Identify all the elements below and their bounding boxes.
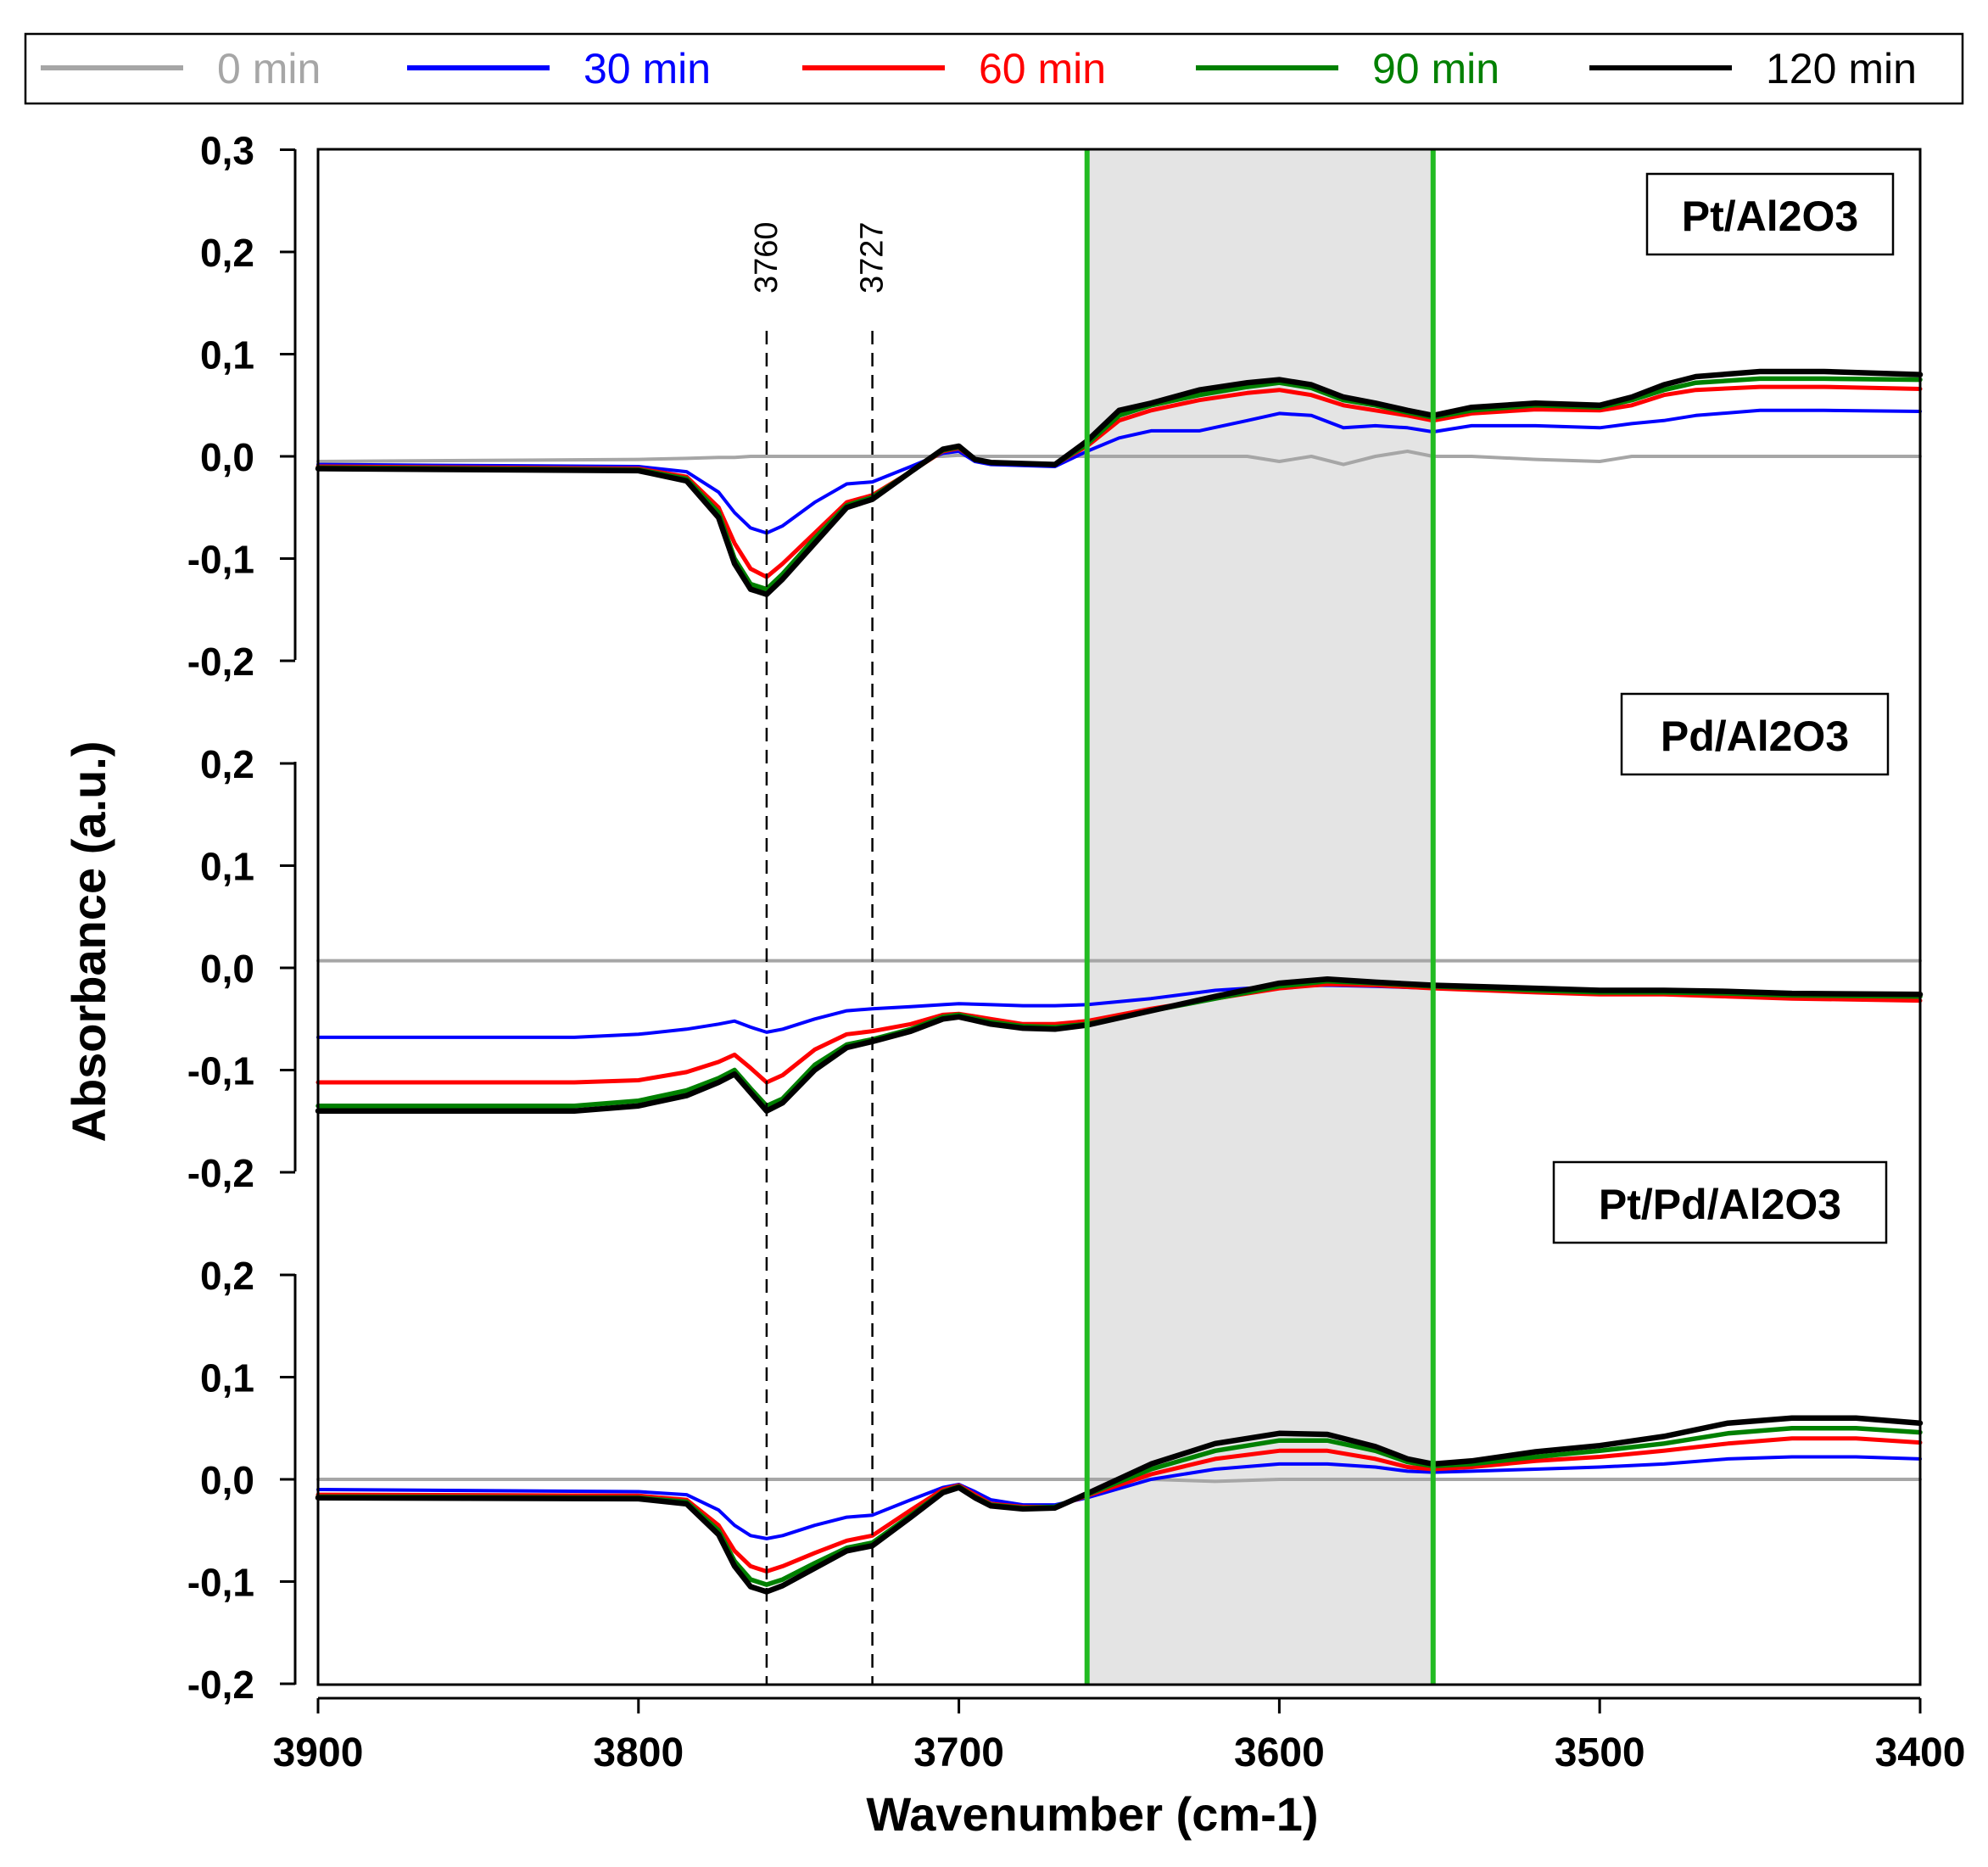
series-line-panel1-4 [315,976,1924,1114]
x-tick-label-2: 3700 [913,1730,1004,1775]
y-tick-label-panel0-5: -0,2 [187,640,254,684]
y-tick-label-panel1-1: 0,1 [200,845,254,889]
y-tick-label-panel0-4: -0,1 [187,538,254,582]
axes-layer: 0,3 0,2 0,1 0,0 -0,1 -0,2 0,2 0,1 0,0 -0,1 -0,2 0,2… [187,129,1966,1776]
panel-label-box-2 [1552,1160,1888,1244]
x-axis-title: Wavenumber (cm-1) [866,1787,1318,1841]
reference-label-3760: 3760 [749,221,785,293]
plot-frame [316,148,1922,1686]
y-tick-label-panel1-2: 0,0 [200,947,254,991]
panel-label-0: Pt/Al2O3 [1682,193,1858,240]
panel-label-1: Pd/Al2O3 [1661,713,1849,760]
panel-label-2: Pt/Pd/Al2O3 [1599,1181,1841,1228]
reference-lines-layer: 3760 3727 [749,149,1436,1685]
legend: 0 min 30 min 60 min 90 min 120 min [24,32,1964,105]
y-tick-label-panel2-3: -0,1 [187,1561,254,1605]
series-line-panel2-4 [315,1415,1924,1595]
reference-label-3727: 3727 [855,221,891,293]
x-tick-label-0: 3900 [273,1730,364,1775]
series-line-panel2-0 [316,1478,1922,1484]
y-tick-label-panel0-3: 0,0 [200,435,254,479]
y-tick-label-panel0-0: 0,3 [200,129,254,173]
y-tick-label-panel2-2: 0,0 [200,1458,254,1502]
y-tick-label-panel0-2: 0,1 [200,333,254,377]
y-tick-label-panel2-4: -0,2 [187,1663,254,1707]
y-tick-label-panel1-3: -0,1 [187,1049,254,1093]
panel-labels-layer: Pt/Al2O3 Pd/Al2O3 Pt/Pd/Al2O3 [1552,172,1895,1244]
legend-label-1: 30 min [584,45,711,92]
panel-label-box-0 [1645,172,1895,256]
y-tick-label-panel2-0: 0,2 [200,1254,254,1298]
x-tick-label-1: 3800 [593,1730,684,1775]
x-tick-label-4: 3500 [1555,1730,1645,1775]
x-tick-label-5: 3400 [1875,1730,1966,1775]
panel-label-box-1 [1620,692,1890,776]
y-axis-title: Absorbance (a.u.) [62,741,115,1143]
y-tick-label-panel1-4: -0,2 [187,1151,254,1195]
y-tick-label-panel1-0: 0,2 [200,742,254,786]
y-tick-label-panel2-1: 0,1 [200,1356,254,1400]
y-tick-label-panel0-1: 0,2 [200,231,254,275]
legend-label-2: 60 min [979,45,1106,92]
series-line-panel0-4 [315,368,1924,597]
x-tick-label-3: 3600 [1234,1730,1325,1775]
legend-label-0: 0 min [217,45,321,92]
series-line-panel0-0 [316,450,1922,467]
legend-label-4: 120 min [1766,45,1917,92]
legend-label-3: 90 min [1372,45,1499,92]
